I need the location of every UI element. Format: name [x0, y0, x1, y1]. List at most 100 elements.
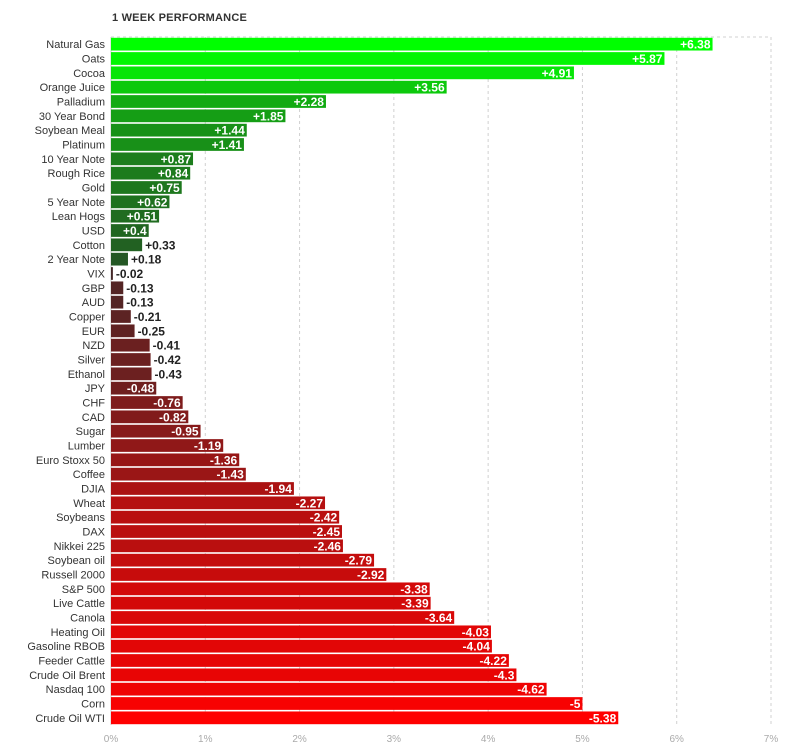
category-label: JPY — [85, 383, 106, 395]
bars-layer — [111, 37, 713, 725]
category-label: S&P 500 — [62, 584, 105, 596]
value-label: -0.43 — [155, 367, 183, 381]
value-label: -4.04 — [463, 640, 491, 654]
value-label: -2.92 — [357, 568, 385, 582]
bar — [111, 711, 619, 725]
bar — [111, 396, 183, 409]
bar — [111, 195, 170, 209]
value-label: -0.41 — [153, 339, 181, 353]
category-labels: Natural Gas Oats Cocoa Orange Juice Palladiu… — [27, 39, 106, 725]
bar — [111, 295, 124, 309]
category-label: Cocoa — [73, 68, 106, 80]
value-label: +0.33 — [145, 238, 176, 252]
value-label: -0.13 — [126, 296, 154, 310]
bar — [111, 95, 326, 108]
category-label: Natural Gas — [46, 39, 105, 51]
category-label: Orange Juice — [40, 82, 105, 94]
value-label: +0.4 — [123, 224, 147, 238]
bar — [111, 66, 574, 80]
bar — [111, 596, 431, 610]
value-label: -1.36 — [210, 453, 238, 467]
x-tick-label: 0% — [104, 734, 119, 745]
value-label: +0.84 — [158, 167, 189, 181]
bar — [111, 582, 430, 596]
bar — [111, 553, 375, 567]
value-label: -2.46 — [314, 539, 342, 553]
value-label: -5.38 — [589, 711, 617, 725]
x-tick-label: 4% — [481, 734, 496, 745]
category-label: Sugar — [76, 426, 106, 438]
bar — [111, 496, 326, 510]
value-label: -0.95 — [171, 425, 199, 439]
value-label: -3.64 — [425, 611, 453, 625]
bar — [111, 353, 151, 366]
value-label: +2.28 — [294, 95, 325, 109]
category-label: Crude Oil WTI — [35, 713, 105, 725]
x-tick-label: 7% — [764, 734, 779, 745]
bar — [111, 252, 128, 266]
category-label: Nasdaq 100 — [46, 684, 105, 696]
category-label: Soybeans — [56, 512, 105, 524]
bar — [111, 123, 247, 137]
value-label: -0.48 — [127, 382, 155, 396]
category-label: Canola — [70, 613, 106, 625]
value-label: -1.19 — [194, 439, 222, 453]
bar — [111, 166, 191, 180]
category-label: Rough Rice — [48, 168, 105, 180]
category-label: Cotton — [73, 240, 105, 252]
category-label: VIX — [87, 269, 105, 281]
value-label: +1.41 — [212, 138, 243, 152]
bar — [111, 467, 246, 481]
category-label: Ethanol — [68, 369, 105, 381]
category-label: Euro Stoxx 50 — [36, 455, 105, 467]
bar — [111, 367, 152, 381]
value-label: +0.18 — [131, 253, 162, 267]
category-label: Gasoline RBOB — [27, 641, 105, 653]
category-label: GBP — [82, 283, 105, 295]
value-label: +0.51 — [127, 210, 158, 224]
bar — [111, 52, 665, 65]
category-label: NZD — [82, 340, 105, 352]
bar — [111, 482, 294, 495]
value-label: +1.85 — [253, 109, 284, 123]
category-label: Soybean Meal — [35, 125, 105, 137]
bar — [111, 654, 509, 667]
x-tick-label: 6% — [669, 734, 684, 745]
x-axis-ticks: 0% 1% 2% 3% 4% 5% 6% 7% — [104, 734, 779, 745]
category-label: CHF — [82, 398, 105, 410]
value-label: -2.42 — [310, 511, 338, 525]
category-label: Crude Oil Brent — [29, 670, 105, 682]
bar — [111, 80, 447, 94]
category-label: Live Cattle — [53, 598, 105, 610]
category-label: USD — [82, 226, 105, 238]
x-tick-label: 3% — [387, 734, 402, 745]
bar — [111, 324, 135, 338]
category-label: 10 Year Note — [41, 154, 105, 166]
value-label: -0.82 — [159, 410, 187, 424]
category-label: CAD — [82, 412, 105, 424]
bar — [111, 224, 149, 237]
value-label: -4.3 — [494, 668, 515, 682]
value-label: +5.87 — [632, 52, 663, 66]
bar — [111, 238, 143, 252]
value-label: -1.43 — [216, 468, 244, 482]
category-label: 2 Year Note — [48, 254, 106, 266]
bar — [111, 682, 547, 696]
value-label: +1.44 — [214, 124, 245, 138]
category-label: Gold — [82, 183, 105, 195]
category-label: Copper — [69, 312, 105, 324]
value-label: +3.56 — [414, 81, 445, 95]
bar — [111, 338, 150, 352]
bar — [111, 267, 113, 280]
value-label: -2.45 — [313, 525, 341, 539]
value-label: +4.91 — [542, 66, 573, 80]
category-label: Palladium — [57, 97, 105, 109]
bar — [111, 668, 517, 682]
category-label: Feeder Cattle — [38, 656, 105, 668]
category-label: Wheat — [73, 498, 105, 510]
bar — [111, 381, 157, 395]
grid-layer — [110, 36, 772, 725]
bar — [111, 152, 194, 166]
bar — [111, 439, 224, 452]
